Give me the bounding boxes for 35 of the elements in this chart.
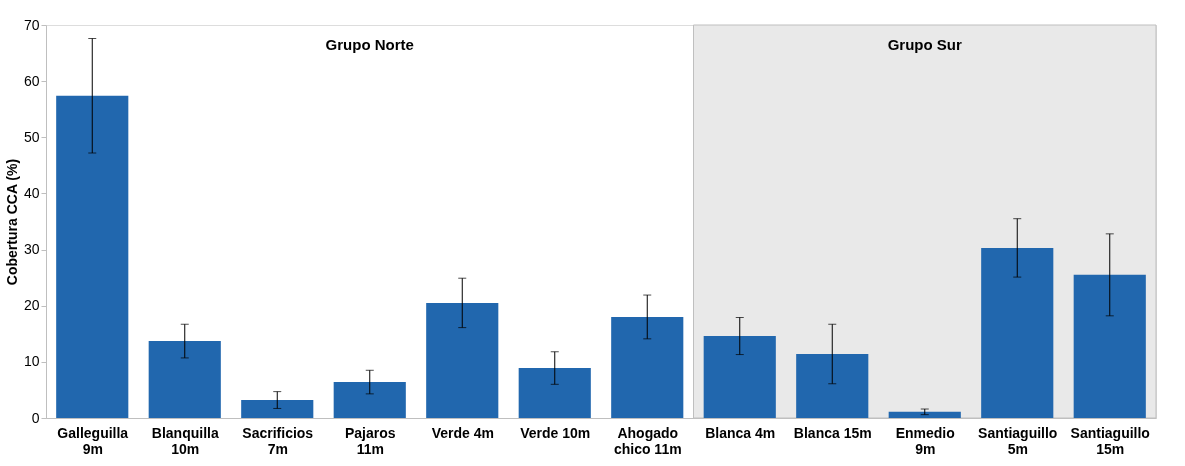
- bar: [981, 247, 1054, 418]
- bar: [703, 336, 776, 418]
- bar: [148, 341, 221, 418]
- x-tick-label: Blanca 4m: [705, 424, 776, 441]
- x-tick-label: Enmedio 9m: [895, 424, 955, 457]
- y-tick-label: 60: [23, 72, 40, 89]
- bar: [518, 368, 591, 418]
- y-tick-label: 10: [23, 353, 40, 370]
- x-tick-label: Verde 10m: [520, 424, 591, 441]
- bar: [888, 411, 961, 418]
- band-label: Grupo Sur: [887, 36, 962, 53]
- bar: [56, 95, 129, 418]
- y-tick-label: 70: [23, 16, 40, 33]
- annotation: Grupo Norte: [325, 36, 414, 53]
- bar: [241, 400, 314, 418]
- y-tick-label: 0: [31, 409, 40, 426]
- x-tick-label: Verde 4m: [431, 424, 494, 441]
- bar: [611, 316, 684, 418]
- bar: [426, 302, 499, 418]
- x-tick-label: Blanca 15m: [793, 424, 872, 441]
- y-tick-label: 20: [23, 297, 40, 314]
- bar: [333, 382, 406, 418]
- x-tick-label: Santiaguillo 5m: [978, 424, 1058, 457]
- x-tick-label: Galleguilla 9m: [57, 424, 129, 457]
- x-tick-label: Sacrificios 7m: [242, 424, 314, 457]
- x-tick-label: Santiaguillo 15m: [1070, 424, 1150, 457]
- x-tick-label: Pajaros 11m: [344, 424, 396, 457]
- y-tick-label: 30: [23, 241, 40, 258]
- y-tick-label: 40: [23, 184, 40, 201]
- y-axis-title: Cobertura CCA (%): [3, 158, 20, 286]
- x-tick-label: Blanquilla 10m: [151, 424, 219, 457]
- x-tick-label: Ahogado chico 11m: [613, 424, 682, 457]
- y-tick-label: 50: [23, 128, 40, 145]
- bar: [1073, 274, 1146, 418]
- bar: [796, 354, 869, 418]
